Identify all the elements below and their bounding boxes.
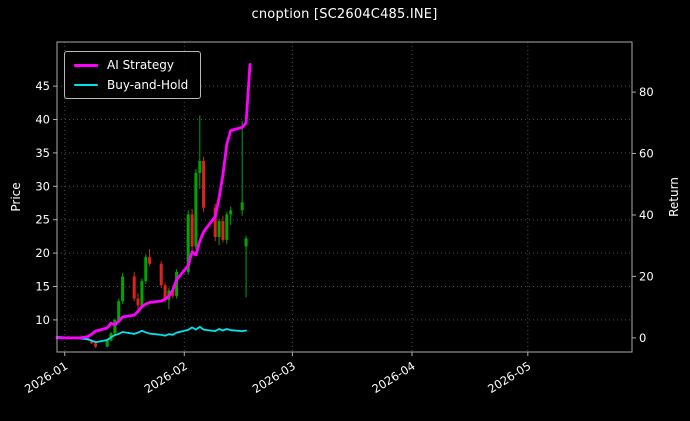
date-tick-label: 2026-04 [369, 359, 417, 396]
price-tick-label: 35 [35, 146, 50, 160]
ai-strategy-line [55, 63, 252, 340]
return-tick-label: 0 [639, 331, 646, 345]
candle-body [217, 221, 221, 238]
candle-body [159, 263, 163, 286]
candle-body [186, 214, 190, 272]
candle-body [94, 343, 98, 347]
buy-and-hold-line-swatch [74, 84, 98, 86]
candle-body [140, 281, 144, 306]
candle-body [148, 257, 152, 264]
candle-body [240, 202, 244, 211]
price-tick-label: 20 [35, 246, 50, 260]
price-tick-label: 30 [35, 179, 50, 193]
candle-body [121, 276, 125, 302]
candlesticks [55, 115, 248, 348]
candle-body [144, 257, 148, 282]
date-tick-label: 2026-03 [250, 359, 298, 396]
date-tick-label: 2026-05 [485, 359, 533, 396]
legend-label-ai-strategy: AI Strategy [107, 58, 174, 72]
return-tick-label: 80 [639, 85, 654, 99]
candle-body [90, 340, 94, 344]
return-tick-label: 40 [639, 208, 654, 222]
candle-body [175, 271, 179, 296]
candle-body [171, 290, 175, 296]
candle-body [190, 214, 194, 247]
date-tick-label: 2026-01 [22, 359, 70, 396]
price-tick-label: 10 [35, 313, 50, 327]
ai-strategy-line-swatch [74, 63, 98, 67]
candle-body [105, 340, 109, 347]
chart-title: cnoption [SC2604C485.INE] [251, 7, 438, 22]
return-tick-label: 60 [639, 147, 654, 161]
price-tick-label: 25 [35, 213, 50, 227]
candle-body [194, 172, 198, 247]
candle-body [113, 319, 117, 334]
candle-body [221, 221, 225, 240]
buy-and-hold-line [56, 325, 248, 344]
price-tick-label: 15 [35, 280, 50, 294]
price-tick-label: 45 [35, 79, 50, 93]
date-tick-label: 2026-02 [142, 359, 190, 396]
candle-body [163, 285, 167, 300]
legend: AI Strategy Buy-and-Hold [64, 51, 202, 99]
candle-body [136, 298, 140, 306]
price-tick-label: 40 [35, 113, 50, 127]
candle-body [202, 160, 206, 208]
candle-body [213, 207, 217, 238]
plot-border [56, 41, 633, 353]
legend-item-buy-and-hold: Buy-and-Hold [74, 79, 188, 91]
legend-label-buy-and-hold: Buy-and-Hold [107, 78, 189, 92]
candle-body [225, 214, 229, 240]
return-tick-label: 20 [639, 269, 654, 283]
axis-ticks-and-labels: 10 15 20 25 30 35 40 45 0 20 40 60 80 2026-01 2026-02 2… [22, 79, 654, 396]
candle-body [229, 210, 233, 215]
candle-body [244, 238, 248, 247]
candle-body [117, 301, 121, 320]
candle-body [198, 160, 202, 173]
candle-body [132, 276, 136, 299]
legend-item-ai-strategy: AI Strategy [74, 59, 188, 71]
